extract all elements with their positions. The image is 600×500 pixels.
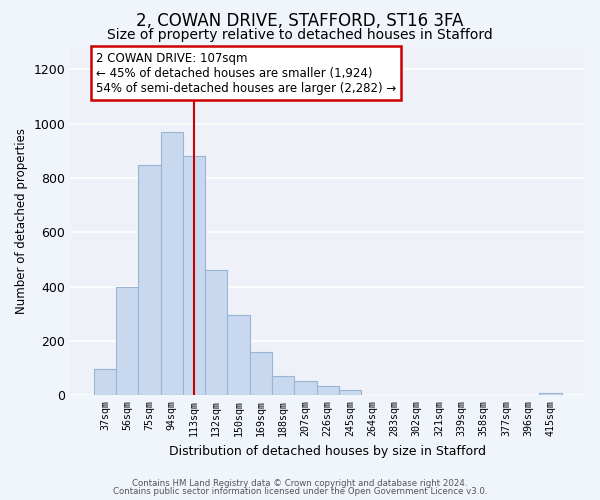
Bar bbox=[539, 392, 562, 396]
Bar bbox=[205, 270, 227, 396]
Text: Contains public sector information licensed under the Open Government Licence v3: Contains public sector information licen… bbox=[113, 487, 487, 496]
X-axis label: Distribution of detached houses by size in Stafford: Distribution of detached houses by size … bbox=[169, 444, 486, 458]
Bar bbox=[183, 156, 205, 396]
Bar bbox=[317, 386, 339, 396]
Bar bbox=[339, 390, 361, 396]
Y-axis label: Number of detached properties: Number of detached properties bbox=[15, 128, 28, 314]
Bar bbox=[272, 376, 294, 396]
Bar bbox=[227, 315, 250, 396]
Text: Size of property relative to detached houses in Stafford: Size of property relative to detached ho… bbox=[107, 28, 493, 42]
Bar bbox=[250, 352, 272, 396]
Bar bbox=[94, 370, 116, 396]
Bar bbox=[161, 132, 183, 396]
Bar bbox=[294, 381, 317, 396]
Text: 2 COWAN DRIVE: 107sqm
← 45% of detached houses are smaller (1,924)
54% of semi-d: 2 COWAN DRIVE: 107sqm ← 45% of detached … bbox=[96, 52, 396, 94]
Bar bbox=[116, 286, 138, 396]
Bar bbox=[138, 165, 161, 396]
Text: 2, COWAN DRIVE, STAFFORD, ST16 3FA: 2, COWAN DRIVE, STAFFORD, ST16 3FA bbox=[136, 12, 464, 30]
Text: Contains HM Land Registry data © Crown copyright and database right 2024.: Contains HM Land Registry data © Crown c… bbox=[132, 478, 468, 488]
